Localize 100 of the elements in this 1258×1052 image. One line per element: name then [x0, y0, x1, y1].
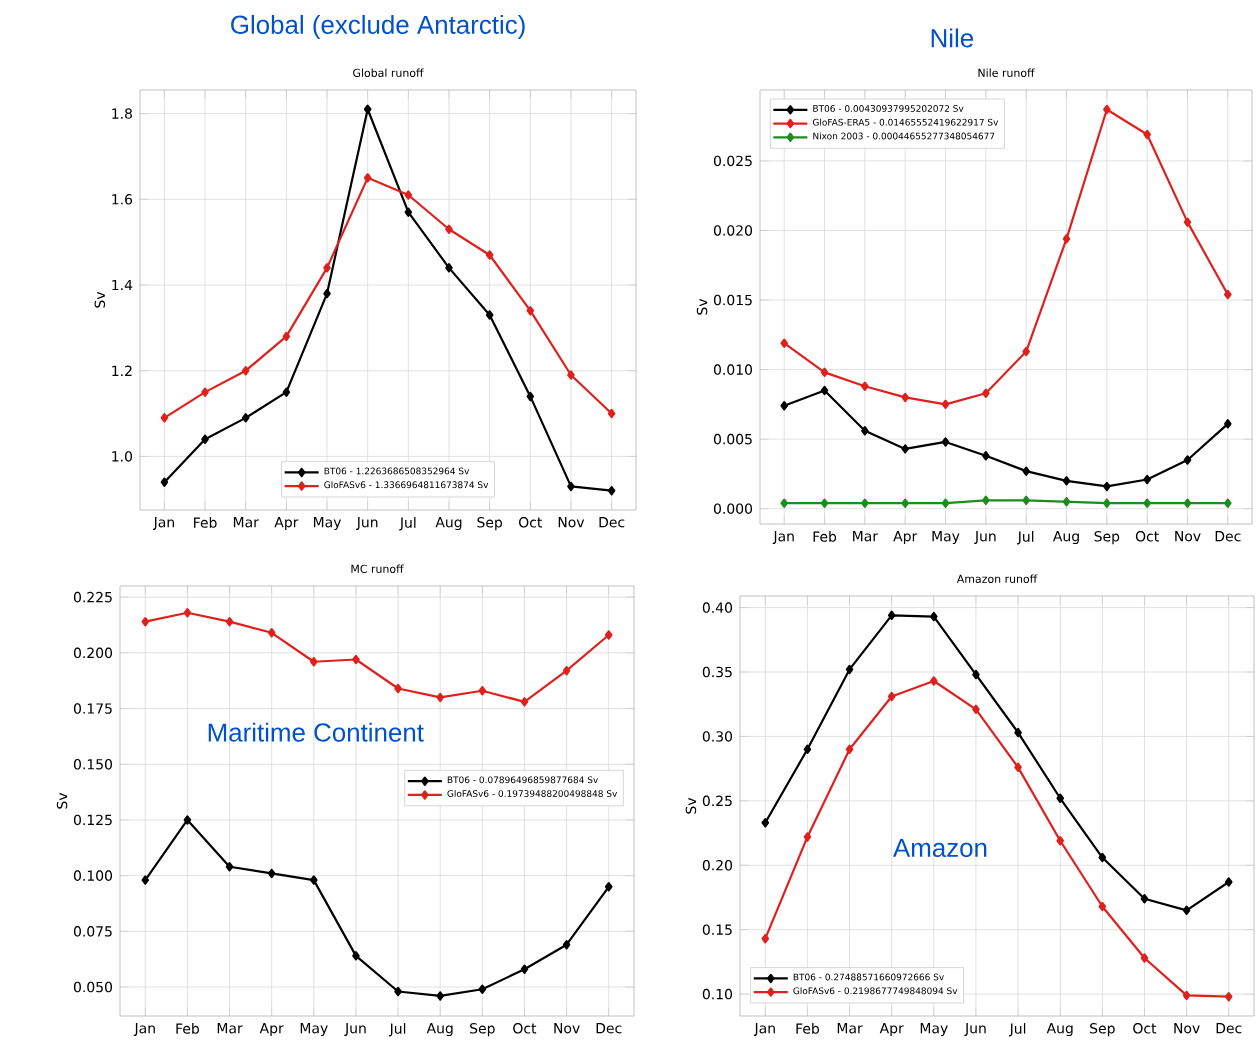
point: [887, 691, 896, 702]
point: [1062, 234, 1071, 244]
point: [183, 815, 192, 825]
point: [1224, 419, 1232, 429]
point: [1103, 481, 1111, 492]
point: [1183, 455, 1192, 465]
point: [604, 882, 613, 892]
point: [323, 288, 331, 299]
point: [930, 611, 938, 622]
annotation: Amazon: [893, 838, 987, 858]
point: [761, 934, 770, 944]
point: [972, 669, 980, 680]
point: [201, 434, 209, 444]
point: [887, 610, 896, 621]
point: [404, 190, 413, 200]
point: [1022, 466, 1030, 476]
point: [1182, 905, 1191, 916]
point: [1103, 498, 1111, 508]
point: [1183, 498, 1192, 508]
point: [267, 628, 276, 638]
point: [526, 306, 535, 316]
point: [1056, 793, 1064, 803]
point: [941, 498, 950, 508]
point: [820, 385, 829, 396]
text: Nile: [931, 28, 974, 48]
point: [183, 608, 192, 618]
point: [1062, 497, 1071, 507]
point: [1022, 495, 1030, 506]
point: [930, 676, 938, 686]
point: [485, 250, 494, 260]
point: [1014, 762, 1022, 773]
point: [225, 862, 234, 872]
point: [901, 498, 909, 508]
point: [1183, 217, 1192, 227]
point: [604, 630, 613, 640]
point: [282, 387, 291, 397]
point: [567, 370, 575, 380]
point: [1098, 852, 1107, 863]
point: [861, 498, 869, 508]
point: [982, 451, 990, 461]
point: [160, 477, 169, 487]
annotation: Maritime Continent: [208, 722, 424, 742]
point: [241, 366, 250, 376]
point: [436, 991, 444, 1001]
point: [780, 401, 788, 411]
point: [982, 388, 990, 398]
point: [310, 657, 318, 667]
point: [941, 437, 950, 447]
point: [780, 498, 788, 508]
point: [241, 413, 250, 423]
point: [845, 664, 854, 675]
point: [982, 495, 990, 506]
point: [861, 426, 869, 436]
point: [607, 408, 616, 419]
point: [526, 391, 535, 402]
point: [1143, 498, 1151, 508]
point: [478, 686, 487, 696]
point: [323, 263, 331, 273]
point: [803, 832, 812, 842]
point: [520, 964, 529, 974]
point: [363, 173, 372, 183]
point: [1224, 877, 1233, 887]
point: [901, 392, 909, 403]
point: [607, 486, 616, 496]
point: [1140, 953, 1149, 963]
point: [445, 224, 453, 234]
point: [1140, 894, 1149, 904]
point: [225, 616, 234, 627]
point: [562, 665, 571, 676]
point: [1098, 901, 1107, 912]
point: [1182, 990, 1191, 1001]
point: [141, 875, 150, 885]
point: [1143, 129, 1151, 140]
point: [1062, 476, 1071, 486]
point: [972, 704, 980, 715]
point: [267, 868, 276, 879]
point: [1224, 991, 1233, 1002]
point: [394, 683, 402, 694]
point: [520, 697, 529, 707]
point: [478, 984, 487, 994]
point: [310, 875, 318, 885]
point: [445, 263, 453, 273]
point: [861, 381, 869, 391]
point: [201, 387, 209, 397]
point: [485, 310, 494, 320]
text: Global (exclude Antarctic): [231, 14, 525, 40]
point: [1056, 836, 1064, 846]
point: [282, 331, 291, 342]
point: [1103, 104, 1111, 115]
point: [352, 951, 360, 961]
point: [352, 654, 360, 665]
point: [436, 692, 444, 703]
point: [761, 818, 770, 828]
point: [803, 744, 812, 754]
point: [901, 444, 909, 454]
point: [1014, 727, 1022, 738]
point: [1224, 289, 1232, 300]
point: [1143, 474, 1151, 485]
point: [394, 986, 402, 997]
point: [820, 498, 829, 508]
